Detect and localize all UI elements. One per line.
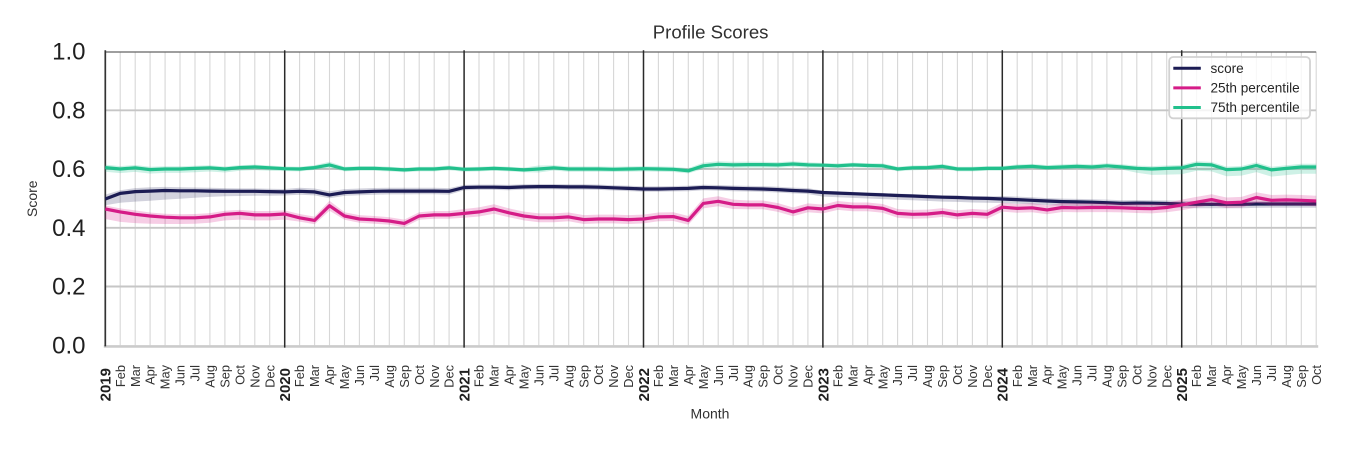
svg-text:0.8: 0.8 <box>52 98 85 125</box>
svg-text:Dec: Dec <box>1159 364 1174 387</box>
svg-text:Feb: Feb <box>651 365 666 387</box>
svg-text:Mar: Mar <box>307 364 322 387</box>
svg-text:score: score <box>1211 61 1244 76</box>
svg-text:May: May <box>696 364 711 389</box>
svg-text:Jul: Jul <box>1085 365 1100 381</box>
svg-text:Aug: Aug <box>1279 365 1294 388</box>
svg-text:Jul: Jul <box>905 365 920 381</box>
svg-text:Nov: Nov <box>247 364 262 387</box>
svg-text:Aug: Aug <box>741 365 756 388</box>
svg-text:Aug: Aug <box>382 365 397 388</box>
svg-text:Nov: Nov <box>427 364 442 387</box>
svg-text:May: May <box>517 364 532 389</box>
svg-text:Nov: Nov <box>965 364 980 387</box>
svg-text:Oct: Oct <box>1309 365 1324 385</box>
svg-text:0.4: 0.4 <box>52 215 85 242</box>
svg-text:Oct: Oct <box>591 365 606 385</box>
svg-text:Apr: Apr <box>502 364 517 385</box>
svg-text:Dec: Dec <box>801 364 816 387</box>
svg-text:Dec: Dec <box>442 364 457 387</box>
svg-text:Feb: Feb <box>830 365 845 387</box>
svg-text:Jul: Jul <box>1264 365 1279 381</box>
svg-text:Jun: Jun <box>352 365 367 386</box>
svg-text:May: May <box>1234 364 1249 389</box>
svg-text:Apr: Apr <box>322 364 337 385</box>
svg-text:Oct: Oct <box>412 365 427 385</box>
svg-text:Jul: Jul <box>726 365 741 381</box>
svg-text:Nov: Nov <box>606 364 621 387</box>
svg-text:Feb: Feb <box>472 365 487 387</box>
svg-text:Apr: Apr <box>143 364 158 385</box>
svg-text:Sep: Sep <box>756 365 771 388</box>
svg-text:Jun: Jun <box>1070 365 1085 386</box>
svg-text:Apr: Apr <box>1219 364 1234 385</box>
svg-text:May: May <box>875 364 890 389</box>
svg-text:2025: 2025 <box>1174 368 1191 401</box>
svg-text:Mar: Mar <box>1025 364 1040 387</box>
svg-text:Apr: Apr <box>1040 364 1055 385</box>
svg-text:Mar: Mar <box>128 364 143 387</box>
svg-text:Profile Scores: Profile Scores <box>653 22 769 43</box>
svg-text:Nov: Nov <box>786 364 801 387</box>
svg-text:Mar: Mar <box>487 364 502 387</box>
svg-text:2024: 2024 <box>995 367 1012 401</box>
svg-text:Month: Month <box>691 406 730 422</box>
svg-text:Apr: Apr <box>681 364 696 385</box>
svg-text:Jul: Jul <box>188 365 203 381</box>
svg-text:Score: Score <box>24 180 40 217</box>
svg-text:Sep: Sep <box>397 365 412 388</box>
svg-text:Apr: Apr <box>860 364 875 385</box>
svg-text:0.6: 0.6 <box>52 156 85 183</box>
svg-text:Dec: Dec <box>980 364 995 387</box>
svg-text:2023: 2023 <box>815 368 832 401</box>
svg-text:May: May <box>1055 364 1070 389</box>
svg-text:Jun: Jun <box>711 365 726 386</box>
svg-text:Mar: Mar <box>666 364 681 387</box>
svg-text:25th percentile: 25th percentile <box>1211 81 1300 96</box>
svg-text:Aug: Aug <box>920 365 935 388</box>
svg-text:2019: 2019 <box>98 368 115 401</box>
svg-text:Oct: Oct <box>1129 365 1144 385</box>
svg-text:Sep: Sep <box>1294 365 1309 388</box>
svg-text:Dec: Dec <box>262 364 277 387</box>
svg-text:75th percentile: 75th percentile <box>1211 100 1300 115</box>
svg-text:Jun: Jun <box>531 365 546 386</box>
svg-text:Dec: Dec <box>621 364 636 387</box>
svg-text:Aug: Aug <box>203 365 218 388</box>
svg-text:Sep: Sep <box>576 365 591 388</box>
svg-text:Feb: Feb <box>1189 365 1204 387</box>
svg-text:1.0: 1.0 <box>52 39 85 66</box>
svg-text:Jun: Jun <box>173 365 188 386</box>
svg-text:Feb: Feb <box>113 365 128 387</box>
svg-text:Aug: Aug <box>561 365 576 388</box>
svg-text:Sep: Sep <box>935 365 950 388</box>
svg-text:May: May <box>158 364 173 389</box>
svg-text:2021: 2021 <box>457 368 474 401</box>
svg-text:Jun: Jun <box>890 365 905 386</box>
svg-text:0.0: 0.0 <box>52 333 85 360</box>
svg-text:Oct: Oct <box>232 365 247 385</box>
svg-text:Feb: Feb <box>1010 365 1025 387</box>
svg-text:Jul: Jul <box>546 365 561 381</box>
svg-text:Feb: Feb <box>292 365 307 387</box>
svg-text:May: May <box>337 364 352 389</box>
svg-text:Aug: Aug <box>1100 365 1115 388</box>
svg-text:Mar: Mar <box>845 364 860 387</box>
svg-text:Oct: Oct <box>771 365 786 385</box>
svg-text:Nov: Nov <box>1144 364 1159 387</box>
svg-text:Jul: Jul <box>367 365 382 381</box>
svg-text:Mar: Mar <box>1204 364 1219 387</box>
svg-text:0.2: 0.2 <box>52 274 85 301</box>
svg-text:Jun: Jun <box>1249 365 1264 386</box>
svg-text:Sep: Sep <box>218 365 233 388</box>
svg-text:2020: 2020 <box>277 368 294 401</box>
svg-text:Sep: Sep <box>1115 365 1130 388</box>
svg-text:Oct: Oct <box>950 365 965 385</box>
svg-text:2022: 2022 <box>636 368 653 401</box>
